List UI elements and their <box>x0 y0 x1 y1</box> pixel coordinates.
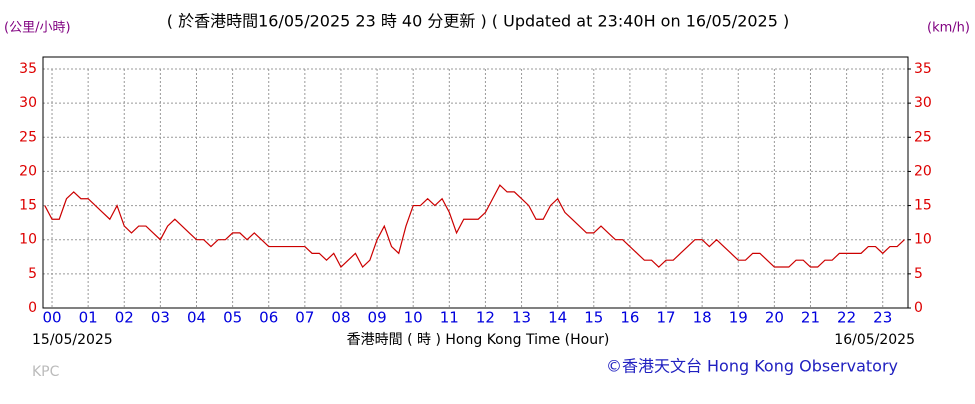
y2-axis-label: (km/h) <box>927 21 970 36</box>
y-tick-label: 5 <box>28 266 37 282</box>
x-tick-label: 07 <box>295 309 314 327</box>
x-tick-label: 20 <box>765 309 784 327</box>
x-tick-label: 11 <box>440 309 459 327</box>
x-tick-label: 17 <box>656 309 675 327</box>
x-tick-label: 18 <box>693 309 712 327</box>
station: KPC <box>32 364 60 380</box>
x-tick-label: 04 <box>187 309 206 327</box>
start-date: 15/05/2025 <box>32 332 113 348</box>
y-tick-label: 35 <box>19 61 37 77</box>
x-tick-label: 10 <box>404 309 423 327</box>
plot-frame <box>42 56 909 309</box>
y-tick-label: 10 <box>19 232 37 248</box>
credit: ©香港天文台 Hong Kong Observatory <box>606 357 898 376</box>
y-tick-label: 20 <box>19 163 37 179</box>
x-tick-label: 21 <box>801 309 820 327</box>
y2-tick-label: 30 <box>914 95 932 111</box>
x-tick-label: 01 <box>79 309 98 327</box>
x-tick-label: 02 <box>115 309 134 327</box>
y2-tick-label: 10 <box>914 232 932 248</box>
y2-tick-label: 15 <box>914 198 932 214</box>
x-tick-label: 19 <box>729 309 748 327</box>
end-date: 16/05/2025 <box>834 332 915 348</box>
x-tick-label: 12 <box>476 309 495 327</box>
x-axis-label: 香港時間 ( 時 ) Hong Kong Time (Hour) <box>347 332 610 348</box>
x-tick-label: 06 <box>259 309 278 327</box>
wind-line <box>44 184 905 269</box>
x-tick-label: 16 <box>620 309 639 327</box>
x-tick-label: 13 <box>512 309 531 327</box>
y2-tick-label: 5 <box>914 266 923 282</box>
x-tick-label: 23 <box>873 309 892 327</box>
x-tick-label: 15 <box>584 309 603 327</box>
y2-tick-label: 0 <box>914 300 923 316</box>
chart-title: ( 於香港時間16/05/2025 23 時 40 分更新 ) ( Update… <box>167 12 790 31</box>
y-tick-label: 0 <box>28 300 37 316</box>
y-tick-label: 30 <box>19 95 37 111</box>
y2-tick-label: 25 <box>914 129 932 145</box>
y-tick-label: 25 <box>19 129 37 145</box>
x-tick-label: 09 <box>368 309 387 327</box>
y-tick-label: 15 <box>19 198 37 214</box>
x-tick-label: 08 <box>331 309 350 327</box>
y2-tick-label: 20 <box>914 163 932 179</box>
y2-tick-label: 35 <box>914 61 932 77</box>
x-tick-label: 22 <box>837 309 856 327</box>
x-tick-label: 03 <box>151 309 170 327</box>
x-tick-label: 14 <box>548 309 567 327</box>
x-tick-label: 00 <box>42 309 61 327</box>
y-axis-label: (公里/小時) <box>4 21 71 36</box>
x-tick-label: 05 <box>223 309 242 327</box>
